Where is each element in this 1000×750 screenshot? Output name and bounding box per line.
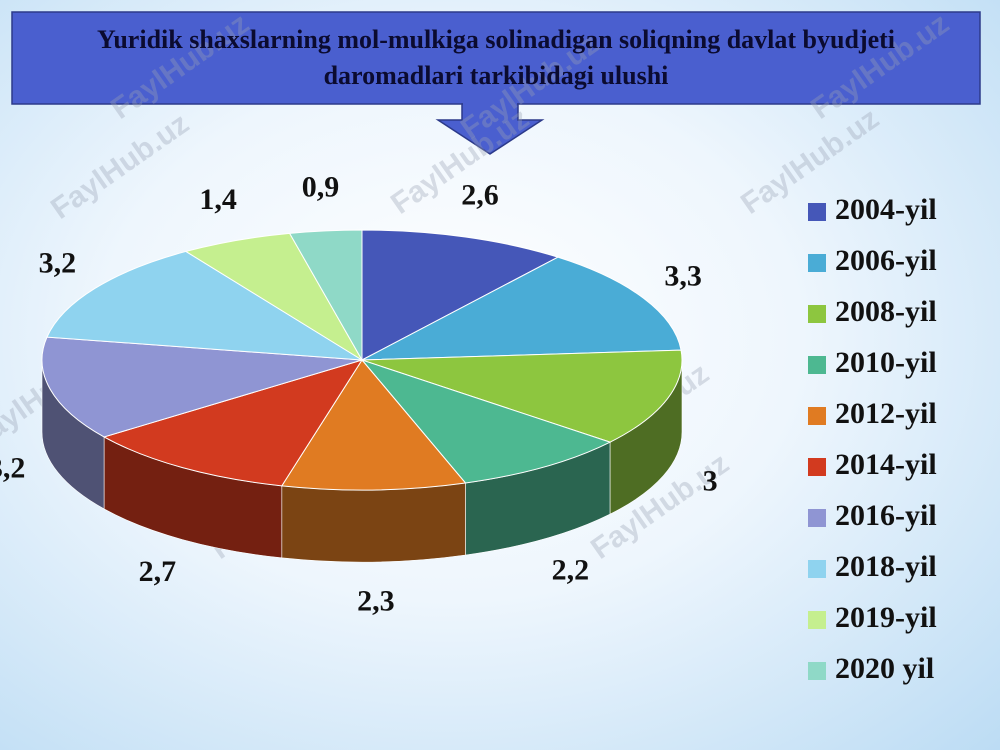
- slice: [102, 359, 364, 487]
- slice: [288, 229, 363, 362]
- legend-label: 2016-yil: [835, 499, 937, 532]
- legend-swatch: [808, 203, 826, 221]
- slice: [41, 336, 363, 438]
- slice: [361, 229, 560, 361]
- arrow-join: [463, 102, 517, 106]
- legend-swatch: [808, 305, 826, 323]
- slice: [361, 256, 682, 361]
- data-label: 3,2: [39, 246, 77, 279]
- legend-label: 2008-yil: [835, 295, 937, 328]
- legend-swatch: [808, 254, 826, 272]
- slice: [280, 359, 467, 491]
- slice: [46, 250, 363, 361]
- legend-label: 2019-yil: [835, 601, 937, 634]
- data-label: 2,7: [139, 555, 177, 588]
- legend-swatch: [808, 509, 826, 527]
- legend-label: 2006-yil: [835, 244, 937, 277]
- data-label: 3,3: [664, 260, 702, 293]
- data-label: 0,9: [302, 170, 340, 203]
- slice: [360, 358, 612, 484]
- legend-swatch: [808, 560, 826, 578]
- legend-swatch: [808, 407, 826, 425]
- legend-label: 2004-yil: [835, 193, 937, 226]
- legend-label: 2020 yil: [835, 652, 934, 685]
- data-label: 2,2: [552, 554, 590, 587]
- data-label: 3,2: [0, 452, 25, 485]
- title-box: [11, 11, 981, 105]
- legend-label: 2018-yil: [835, 550, 937, 583]
- legend-label: 2012-yil: [835, 397, 937, 430]
- legend-swatch: [808, 458, 826, 476]
- legend-label: 2014-yil: [835, 448, 937, 481]
- data-label: 3: [703, 464, 718, 497]
- slice-side: [281, 482, 466, 563]
- legend-label: 2010-yil: [835, 346, 937, 379]
- chart-title: Yuridik shaxslarning mol-mulkiga solinad…: [96, 25, 896, 90]
- watermark: FaylHub.uz: [45, 107, 195, 226]
- legend-swatch: [808, 356, 826, 374]
- title-arrow: [435, 103, 545, 155]
- data-label: 1,4: [199, 183, 237, 216]
- slice: [361, 349, 683, 443]
- data-label: 2,3: [357, 584, 395, 617]
- legend-swatch: [808, 662, 826, 680]
- legend-swatch: [808, 611, 826, 629]
- data-label: 2,6: [461, 179, 499, 212]
